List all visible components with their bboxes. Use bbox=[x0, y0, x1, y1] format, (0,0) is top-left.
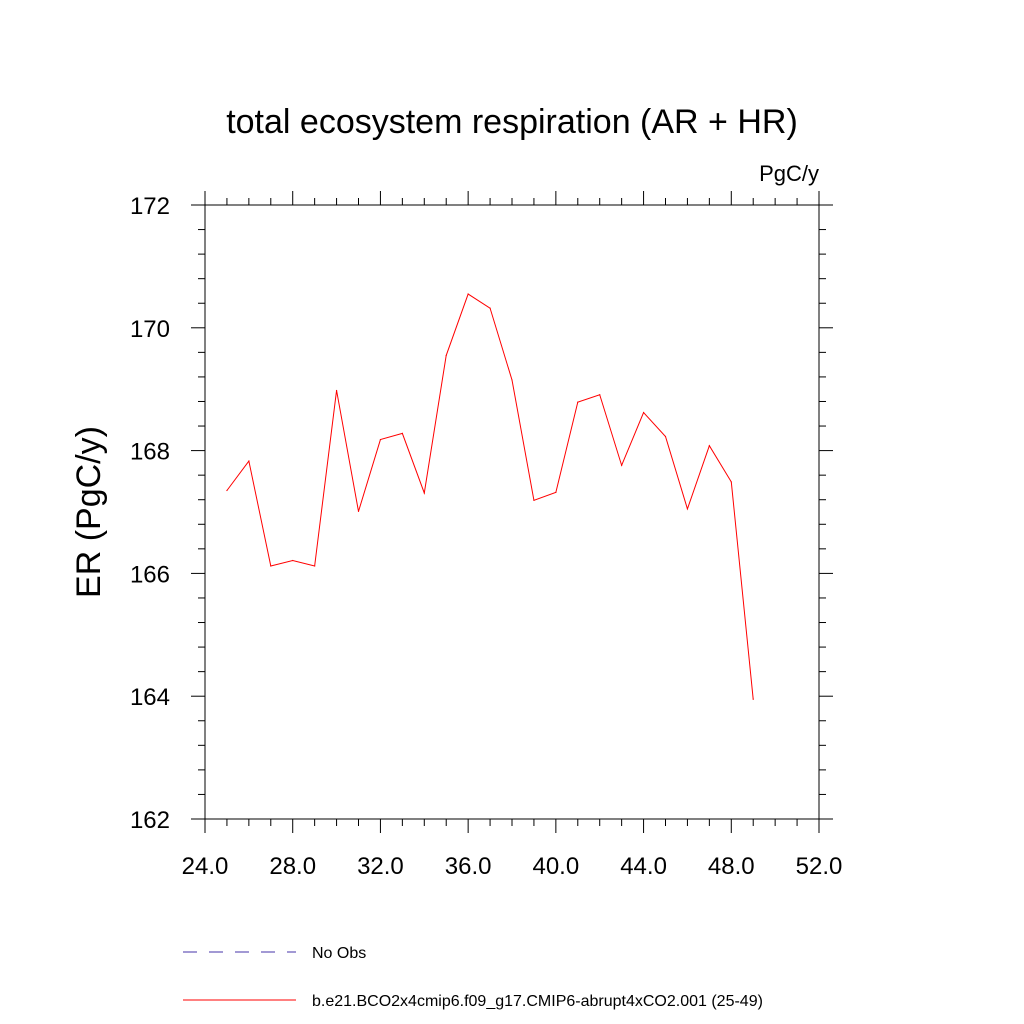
series-line bbox=[226, 293, 754, 700]
data-point bbox=[664, 435, 667, 438]
data-point bbox=[533, 499, 535, 501]
y-axis-label: ER (PgC/y) bbox=[70, 426, 108, 598]
data-point bbox=[708, 445, 710, 447]
data-point bbox=[621, 464, 623, 466]
data-point bbox=[335, 389, 338, 392]
data-point bbox=[752, 698, 754, 700]
units-label: PgC/y bbox=[759, 161, 819, 186]
data-point bbox=[730, 481, 732, 483]
x-tick-label: 44.0 bbox=[620, 853, 667, 880]
x-tick-label: 52.0 bbox=[796, 853, 843, 880]
x-tick-label: 28.0 bbox=[269, 853, 316, 880]
chart-title: total ecosystem respiration (AR + HR) bbox=[226, 103, 798, 141]
x-tick-label: 40.0 bbox=[532, 853, 579, 880]
x-tick-label: 48.0 bbox=[708, 853, 755, 880]
tick-labels: 24.0 28.0 32.0 36.0 40.0 44.0 48.0 52.0 162 164 16… bbox=[130, 193, 842, 880]
x-tick-label: 32.0 bbox=[357, 853, 404, 880]
data-point bbox=[379, 438, 382, 441]
data-point bbox=[226, 489, 228, 492]
y-tick-label: 170 bbox=[130, 316, 170, 343]
y-tick-label: 162 bbox=[130, 807, 170, 834]
data-point bbox=[314, 565, 316, 567]
y-tick-label: 166 bbox=[130, 561, 170, 588]
legend-label: No Obs bbox=[312, 945, 366, 962]
data-point bbox=[555, 491, 557, 493]
data-point bbox=[686, 508, 689, 510]
data-point bbox=[423, 492, 425, 494]
data-point bbox=[445, 354, 447, 357]
data-point bbox=[270, 565, 272, 567]
x-tick-label: 24.0 bbox=[182, 853, 229, 880]
y-tick-label: 168 bbox=[130, 439, 170, 466]
data-point bbox=[292, 559, 294, 562]
data-point bbox=[599, 394, 601, 396]
plot-frame bbox=[204, 204, 820, 820]
data-point bbox=[511, 379, 513, 381]
legend: No Obs b.e21.BCO2x4cmip6.f09_g17.CMIP6-ab… bbox=[183, 945, 763, 1010]
data-point bbox=[489, 307, 491, 309]
y-tick-label: 172 bbox=[130, 193, 170, 220]
tick-marks bbox=[191, 191, 833, 833]
x-tick-label: 36.0 bbox=[445, 853, 492, 880]
legend-label: b.e21.BCO2x4cmip6.f09_g17.CMIP6-abrupt4x… bbox=[312, 993, 763, 1010]
data-point bbox=[357, 510, 360, 512]
data-point bbox=[467, 293, 469, 295]
data-point bbox=[248, 460, 250, 462]
data-point bbox=[401, 432, 403, 435]
data-point bbox=[577, 401, 579, 403]
data-point bbox=[642, 411, 645, 414]
y-tick-label: 164 bbox=[130, 684, 170, 711]
series-layer bbox=[226, 293, 754, 700]
